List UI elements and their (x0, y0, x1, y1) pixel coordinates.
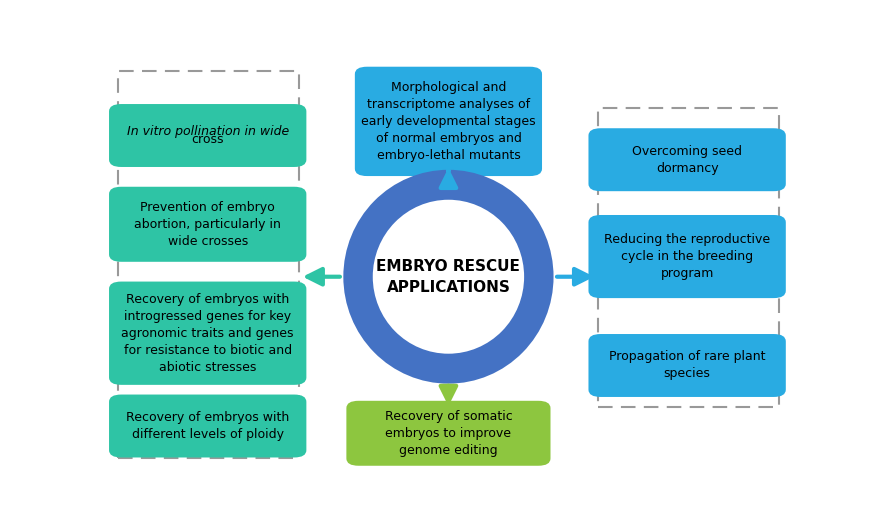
FancyBboxPatch shape (109, 187, 306, 262)
Ellipse shape (373, 200, 524, 354)
Text: Prevention of embryo
abortion, particularly in
wide crosses: Prevention of embryo abortion, particula… (134, 201, 281, 248)
Text: In vitro pollination in wide: In vitro pollination in wide (127, 125, 289, 138)
FancyBboxPatch shape (109, 395, 306, 457)
Text: Morphological and
transcriptome analyses of
early developmental stages
of normal: Morphological and transcriptome analyses… (361, 81, 536, 162)
Bar (598, 108, 780, 407)
FancyBboxPatch shape (355, 67, 542, 176)
Text: Propagation of rare plant
species: Propagation of rare plant species (609, 351, 766, 380)
FancyBboxPatch shape (589, 128, 786, 191)
FancyBboxPatch shape (346, 401, 550, 466)
Bar (117, 71, 299, 458)
Text: cross: cross (192, 134, 224, 146)
FancyBboxPatch shape (109, 104, 306, 167)
FancyBboxPatch shape (589, 215, 786, 298)
Text: EMBRYO RESCUE
APPLICATIONS: EMBRYO RESCUE APPLICATIONS (376, 259, 521, 294)
Text: Recovery of embryos with
different levels of ploidy: Recovery of embryos with different level… (126, 411, 290, 441)
FancyBboxPatch shape (109, 281, 306, 385)
FancyBboxPatch shape (589, 334, 786, 397)
Text: Overcoming seed
dormancy: Overcoming seed dormancy (632, 145, 742, 174)
Text: Recovery of embryos with
introgressed genes for key
agronomic traits and genes
f: Recovery of embryos with introgressed ge… (122, 293, 294, 374)
Text: Reducing the reproductive
cycle in the breeding
program: Reducing the reproductive cycle in the b… (604, 233, 770, 280)
Text: Recovery of somatic
embryos to improve
genome editing: Recovery of somatic embryos to improve g… (385, 410, 513, 457)
Ellipse shape (343, 170, 554, 384)
